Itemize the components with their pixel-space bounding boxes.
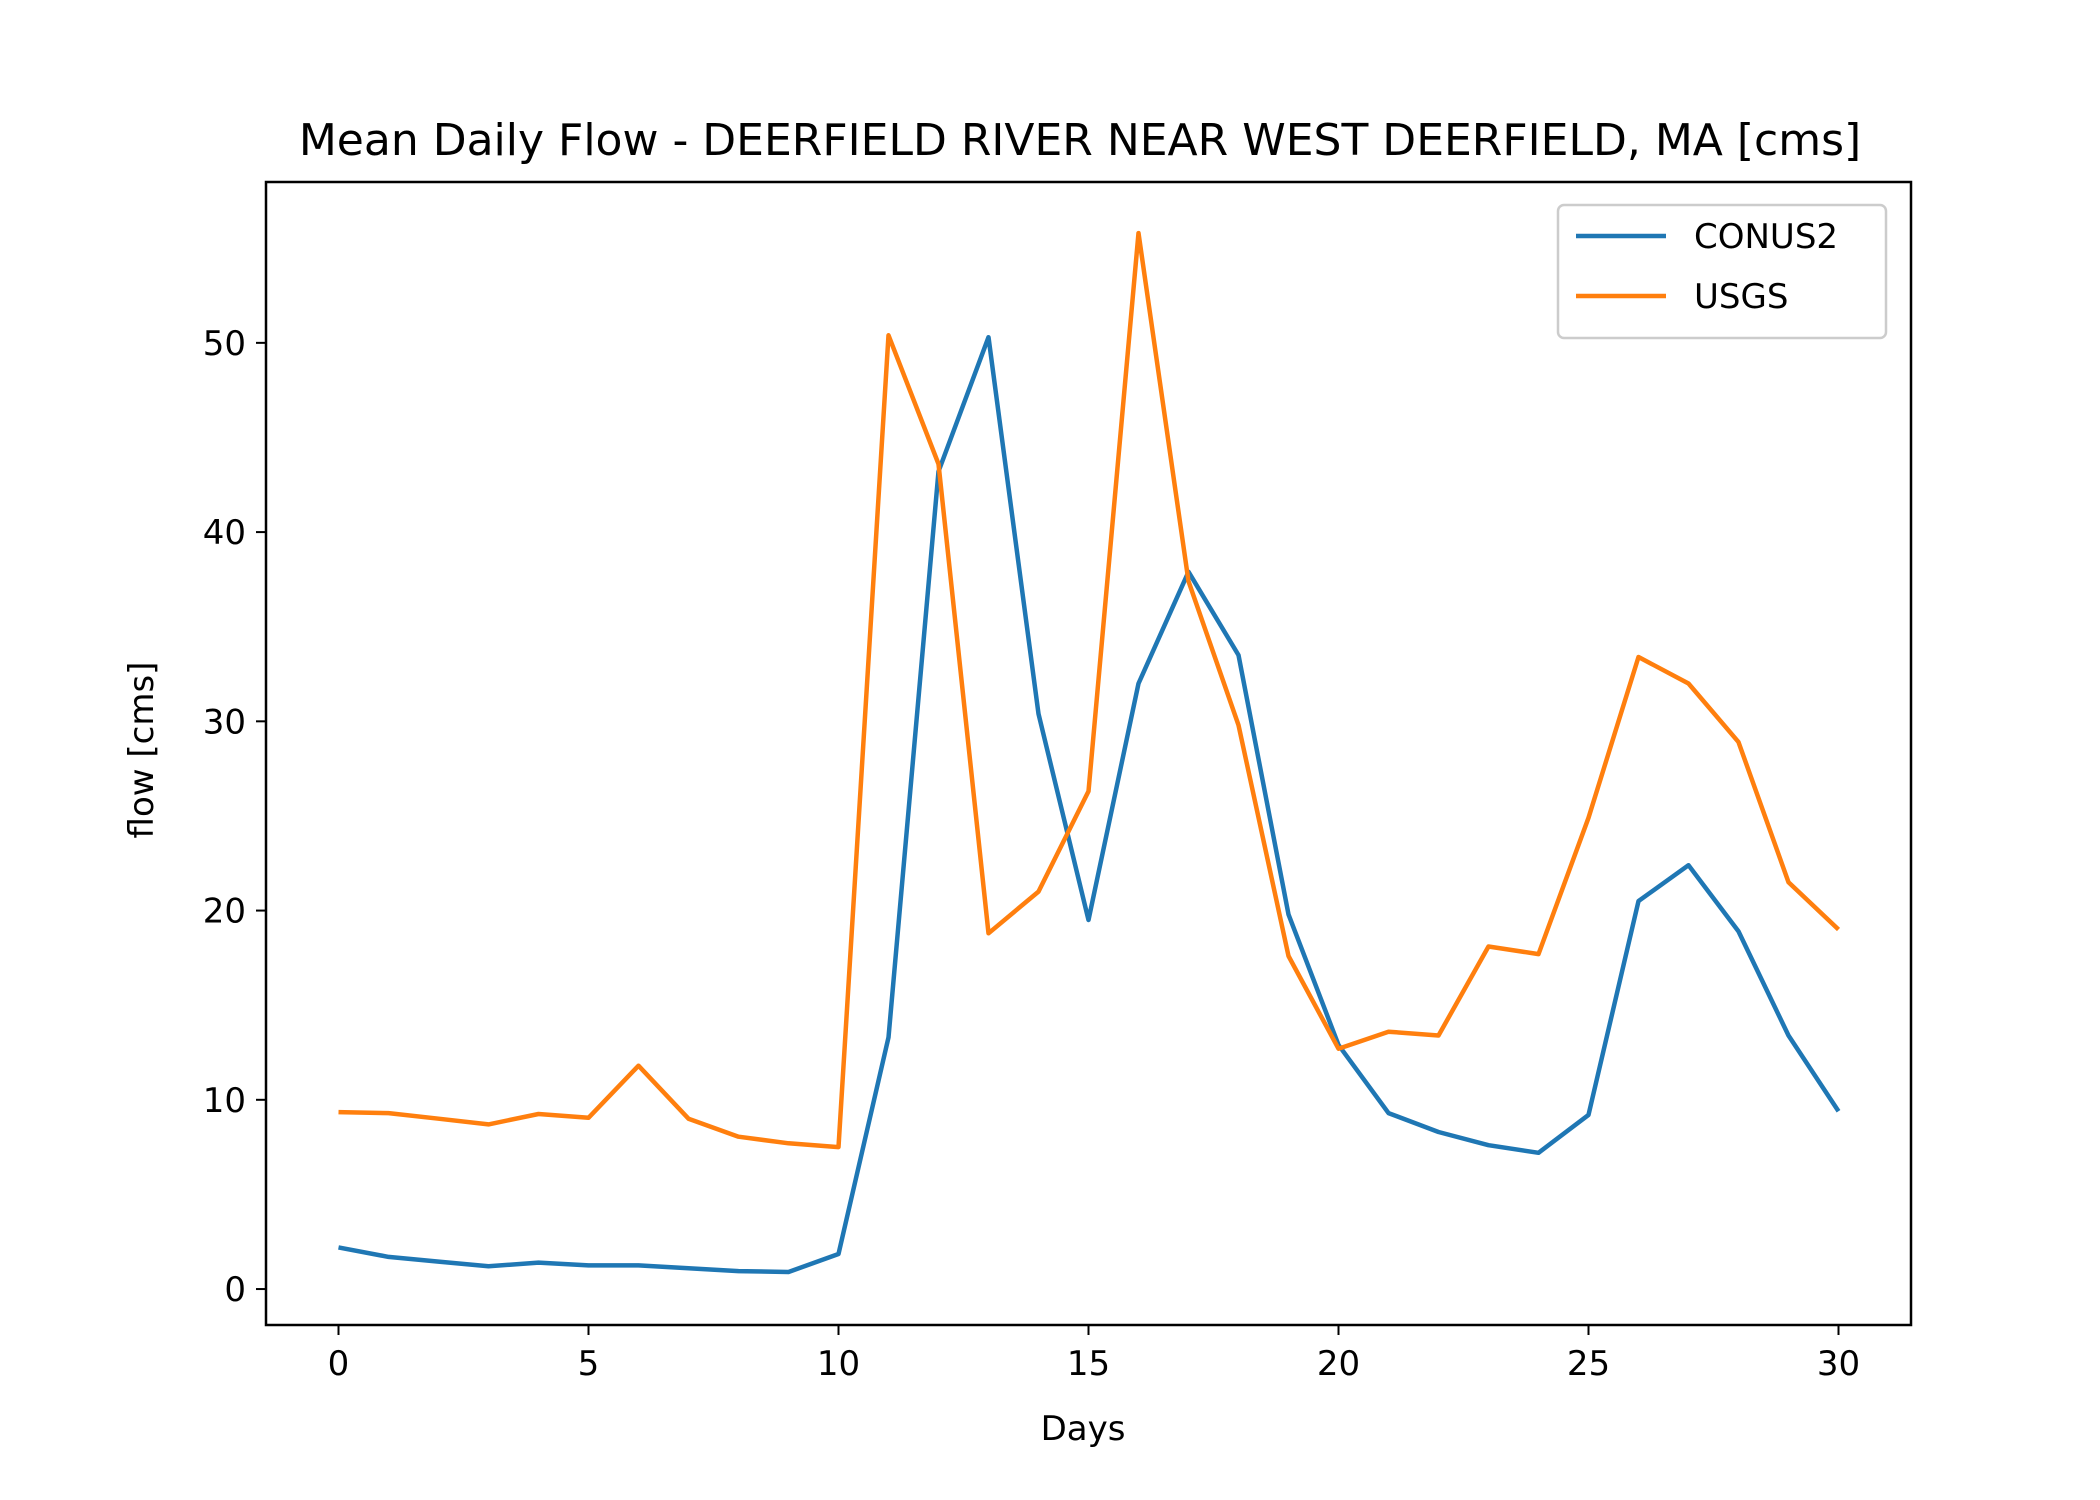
y-tick-label: 40	[203, 513, 246, 553]
x-axis: 0 5 10 15 20 25 30	[328, 1325, 1860, 1384]
y-tick-label: 50	[203, 324, 246, 364]
series-line-conus2	[338, 334, 1841, 1275]
x-axis-label: Days	[1041, 1409, 1126, 1449]
legend-label-conus2: CONUS2	[1694, 217, 1838, 257]
y-axis-label: flow [cms]	[122, 662, 162, 839]
x-tick-label: 20	[1317, 1344, 1360, 1384]
x-tick-label: 10	[817, 1344, 860, 1384]
x-tick-label: 30	[1817, 1344, 1860, 1384]
chart-title: Mean Daily Flow - DEERFIELD RIVER NEAR W…	[299, 115, 1861, 166]
x-tick-label: 0	[328, 1344, 350, 1384]
y-axis: 0 10 20 30 40 50	[203, 324, 266, 1310]
x-tick-label: 15	[1067, 1344, 1110, 1384]
legend-label-usgs: USGS	[1694, 277, 1788, 317]
y-tick-label: 30	[203, 702, 246, 742]
x-tick-label: 5	[578, 1344, 600, 1384]
y-tick-label: 20	[203, 892, 246, 932]
y-tick-label: 0	[224, 1270, 246, 1310]
x-tick-label: 25	[1567, 1344, 1610, 1384]
series-layer	[338, 230, 1841, 1275]
series-line-usgs	[338, 230, 1841, 1150]
legend: CONUS2 USGS	[1556, 203, 1888, 340]
y-tick-label: 10	[203, 1081, 246, 1121]
